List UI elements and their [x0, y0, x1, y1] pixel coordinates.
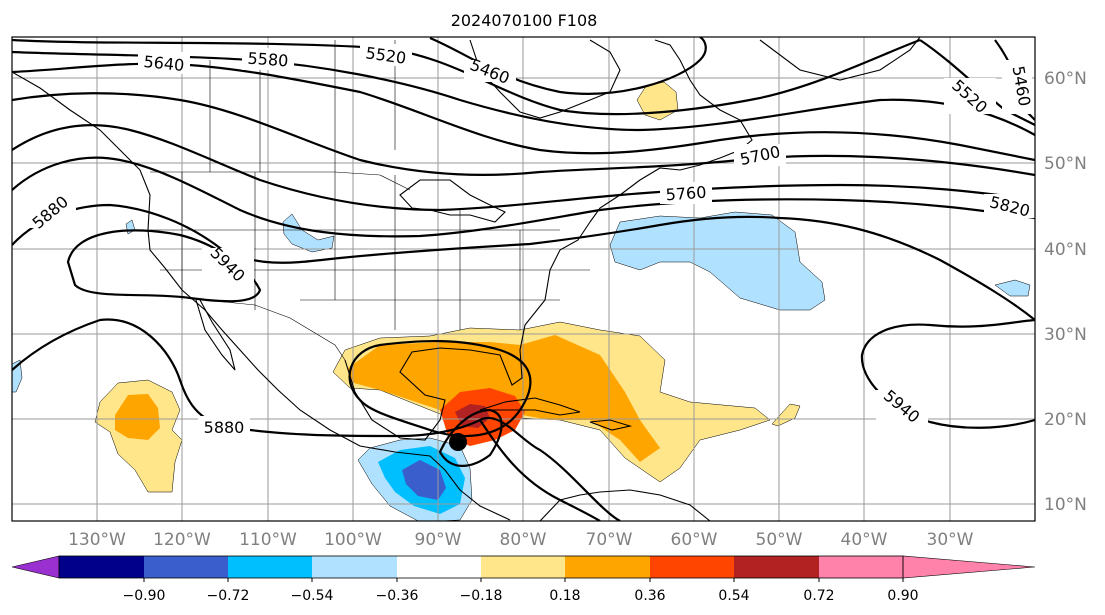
border-us-mexico [204, 299, 346, 361]
label-bg [202, 248, 254, 284]
contour-5880-south [12, 318, 621, 521]
colorbar-tick-label: 0.18 [549, 588, 580, 604]
colorbar-segment [565, 556, 650, 578]
coastline-north-america-west [12, 71, 511, 521]
label-bg [198, 416, 250, 438]
contour-storm [438, 408, 503, 467]
lon-label-110w: 110°W [239, 530, 297, 550]
coastline-south-america [539, 489, 711, 521]
lon-label-40w: 40°W [841, 530, 888, 550]
lat-label-30n: 30°N [1044, 325, 1087, 345]
lat-label-10n: 10°N [1044, 495, 1087, 515]
map-panel: 5640 5580 5520 5460 5460 5520 5700 5760 … [11, 36, 1036, 522]
colorbar-tick-label: 0.36 [634, 588, 665, 604]
lon-label-70w: 70°W [586, 530, 633, 550]
label-bg [944, 78, 996, 114]
contour-5880-north [12, 203, 1035, 321]
colorbar-segment [650, 556, 734, 578]
longitude-labels: 130°W 120°W 110°W 100°W 90°W 80°W 70°W 6… [68, 530, 974, 550]
coastline-cuba [479, 397, 581, 416]
colorbar-segment [734, 556, 819, 578]
colorbar-tick-label: −0.54 [291, 588, 334, 604]
anomaly-negative-east-edge [994, 279, 1031, 297]
lon-label-50w: 50°W [756, 530, 803, 550]
contour-label-group: 5640 5580 5520 5460 5460 5520 5700 5760 … [24, 43, 1035, 438]
coastline-greenland [759, 37, 921, 81]
contour-5940-west [66, 229, 262, 303]
latitude-labels: 60°N 50°N 40°N 30°N 20°N 10°N [1044, 69, 1087, 515]
label-bg [242, 48, 294, 70]
border-canada-provinces [209, 40, 396, 172]
colorbar-tick-label: −0.36 [376, 588, 419, 604]
colorbar-tick-label: −0.72 [207, 588, 250, 604]
label-bg [876, 390, 928, 426]
lon-label-60w: 60°W [671, 530, 718, 550]
map-title: 2024070100 F108 [451, 11, 598, 30]
colorbar-segment [819, 556, 903, 578]
colorbar-segment [228, 556, 312, 578]
contour-5580 [12, 50, 1035, 136]
contour-5520 [12, 38, 921, 116]
label-bg [1002, 60, 1032, 114]
colorbar-extend-low [11, 555, 60, 579]
storm-center-marker [449, 433, 467, 451]
colorbar-extend-high [902, 555, 1036, 579]
contour-5820-south [479, 419, 601, 521]
colorbar-segment [144, 556, 228, 578]
label-bg [360, 44, 412, 66]
label-bg [464, 60, 516, 82]
lon-label-130w: 130°W [68, 530, 126, 550]
label-bg [660, 182, 712, 204]
contour-5760 [12, 124, 1035, 212]
colorbar-tick-label: 0.54 [718, 588, 749, 604]
colorbar-tick-label: 0.90 [887, 588, 918, 604]
coastline-baja [195, 299, 236, 371]
coastline-hispaniola [589, 419, 633, 431]
label-bg [984, 194, 1035, 218]
anomaly-negative-plains [282, 213, 335, 253]
lon-label-90w: 90°W [415, 530, 462, 550]
colorbar-segment [481, 556, 565, 578]
anomaly-negative-atlantic [609, 211, 826, 311]
graticule [12, 37, 1035, 521]
contour-5940-east [860, 318, 1035, 429]
lat-label-50n: 50°N [1044, 154, 1087, 174]
colorbar-segment [397, 556, 481, 578]
contour-label-5760: 5760 [665, 183, 707, 205]
contour-5880-loop [348, 340, 532, 438]
contour-5820 [12, 156, 1035, 238]
contour-label-5640: 5640 [143, 52, 185, 75]
colorbar-segment [312, 556, 397, 578]
label-bg [734, 144, 786, 166]
label-bg [24, 196, 76, 228]
colorbar-segment [59, 556, 144, 578]
colorbar: −0.90 −0.72 −0.54 −0.36 −0.18 0.18 0.36 … [11, 555, 1036, 604]
contour-label-5580: 5580 [247, 49, 289, 71]
contour-label-5880-south: 5880 [204, 418, 245, 437]
coastline-gulf [344, 221, 591, 441]
label-bg [138, 52, 190, 74]
lat-label-20n: 20°N [1044, 410, 1087, 430]
colorbar-tick-label: 0.72 [803, 588, 834, 604]
colorbar-tick-label: −0.18 [460, 588, 503, 604]
lon-label-80w: 80°W [500, 530, 547, 550]
anomaly-orange-pacific [115, 394, 160, 440]
lat-label-60n: 60°N [1044, 69, 1087, 89]
contour-5700 [12, 92, 1035, 177]
colorbar-tick-label: −0.90 [123, 588, 166, 604]
map-frame [11, 36, 1036, 522]
lon-label-120w: 120°W [153, 530, 211, 550]
lon-label-100w: 100°W [324, 530, 382, 550]
anomaly-royal-blue-core [402, 460, 446, 500]
lat-label-40n: 40°N [1044, 240, 1087, 260]
lon-label-30w: 30°W [927, 530, 974, 550]
anomaly-shading [12, 81, 1031, 521]
